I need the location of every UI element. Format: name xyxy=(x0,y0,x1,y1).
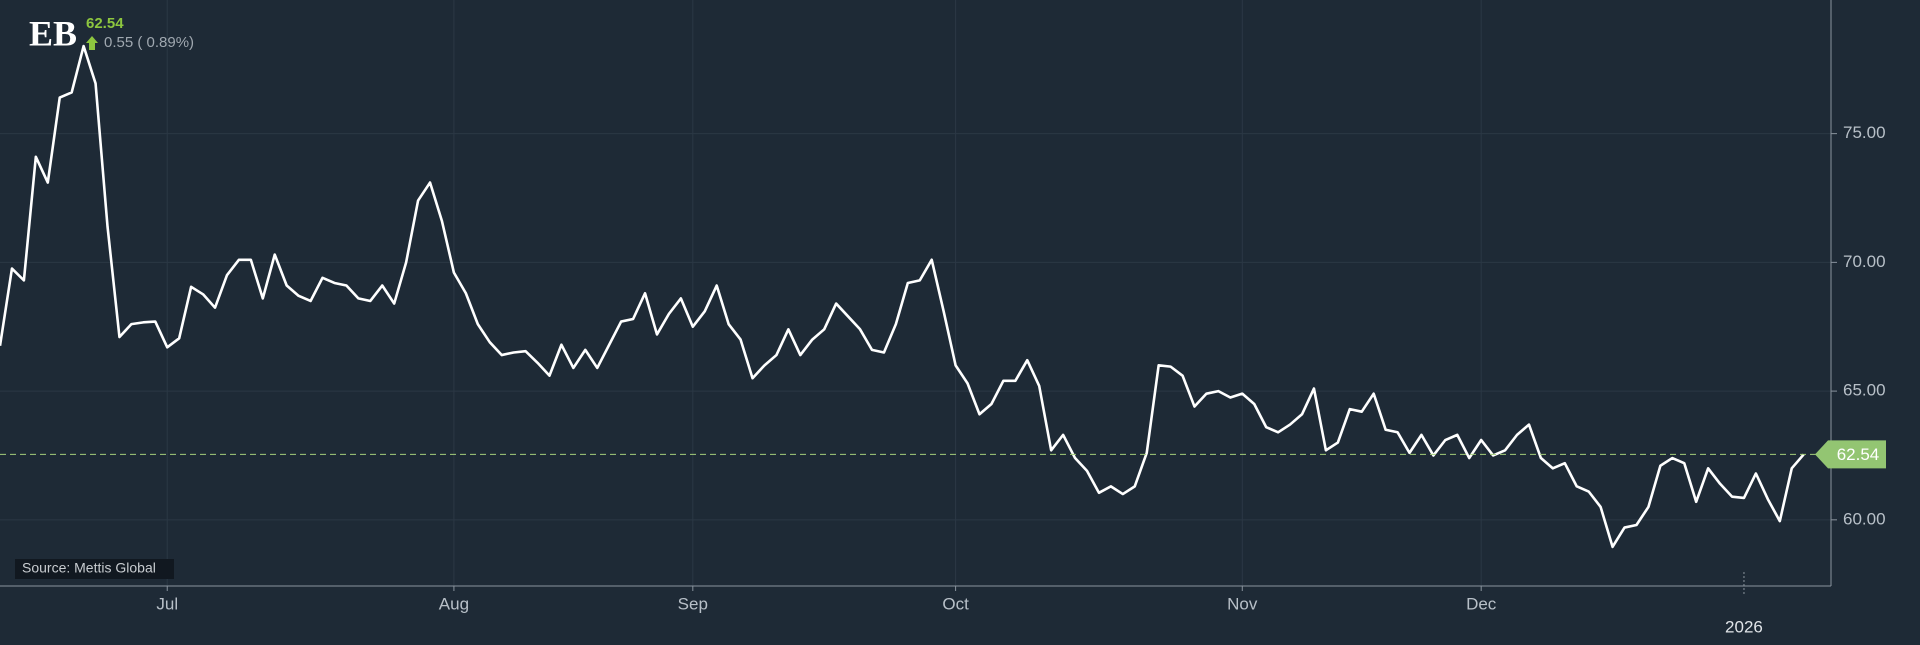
plot xyxy=(0,44,1831,549)
last-price-tag xyxy=(1815,440,1886,469)
up-arrow xyxy=(86,36,98,50)
symbol: EB xyxy=(29,13,77,53)
price: 62.54 xyxy=(86,15,124,32)
x-tick-label: Sep xyxy=(678,594,708,613)
x-tick-label: Dec xyxy=(1466,594,1497,613)
labels: 60.00 65.00 70.00 75.00 Jul Aug Sep Oct Nov Dec 20… xyxy=(156,123,1886,636)
last-price-label: 62.54 xyxy=(1837,445,1880,464)
grid xyxy=(0,0,1837,594)
y-tick-label: 75.00 xyxy=(1843,123,1886,142)
x-tick-label: Jul xyxy=(156,594,178,613)
y-tick-label: 70.00 xyxy=(1843,252,1886,271)
change: 0.55 ( 0.89%) xyxy=(104,34,194,51)
y-tick-label: 60.00 xyxy=(1843,509,1886,528)
x-tick-label: Nov xyxy=(1227,594,1258,613)
y-tick-label: 65.00 xyxy=(1843,381,1886,400)
source: Source: Mettis Global xyxy=(22,560,156,576)
line xyxy=(0,44,1805,549)
x-tick-label: Aug xyxy=(439,594,469,613)
x-tick-label: 2026 xyxy=(1725,617,1763,636)
x-tick-label: Oct xyxy=(942,594,969,613)
source-box xyxy=(15,559,174,579)
